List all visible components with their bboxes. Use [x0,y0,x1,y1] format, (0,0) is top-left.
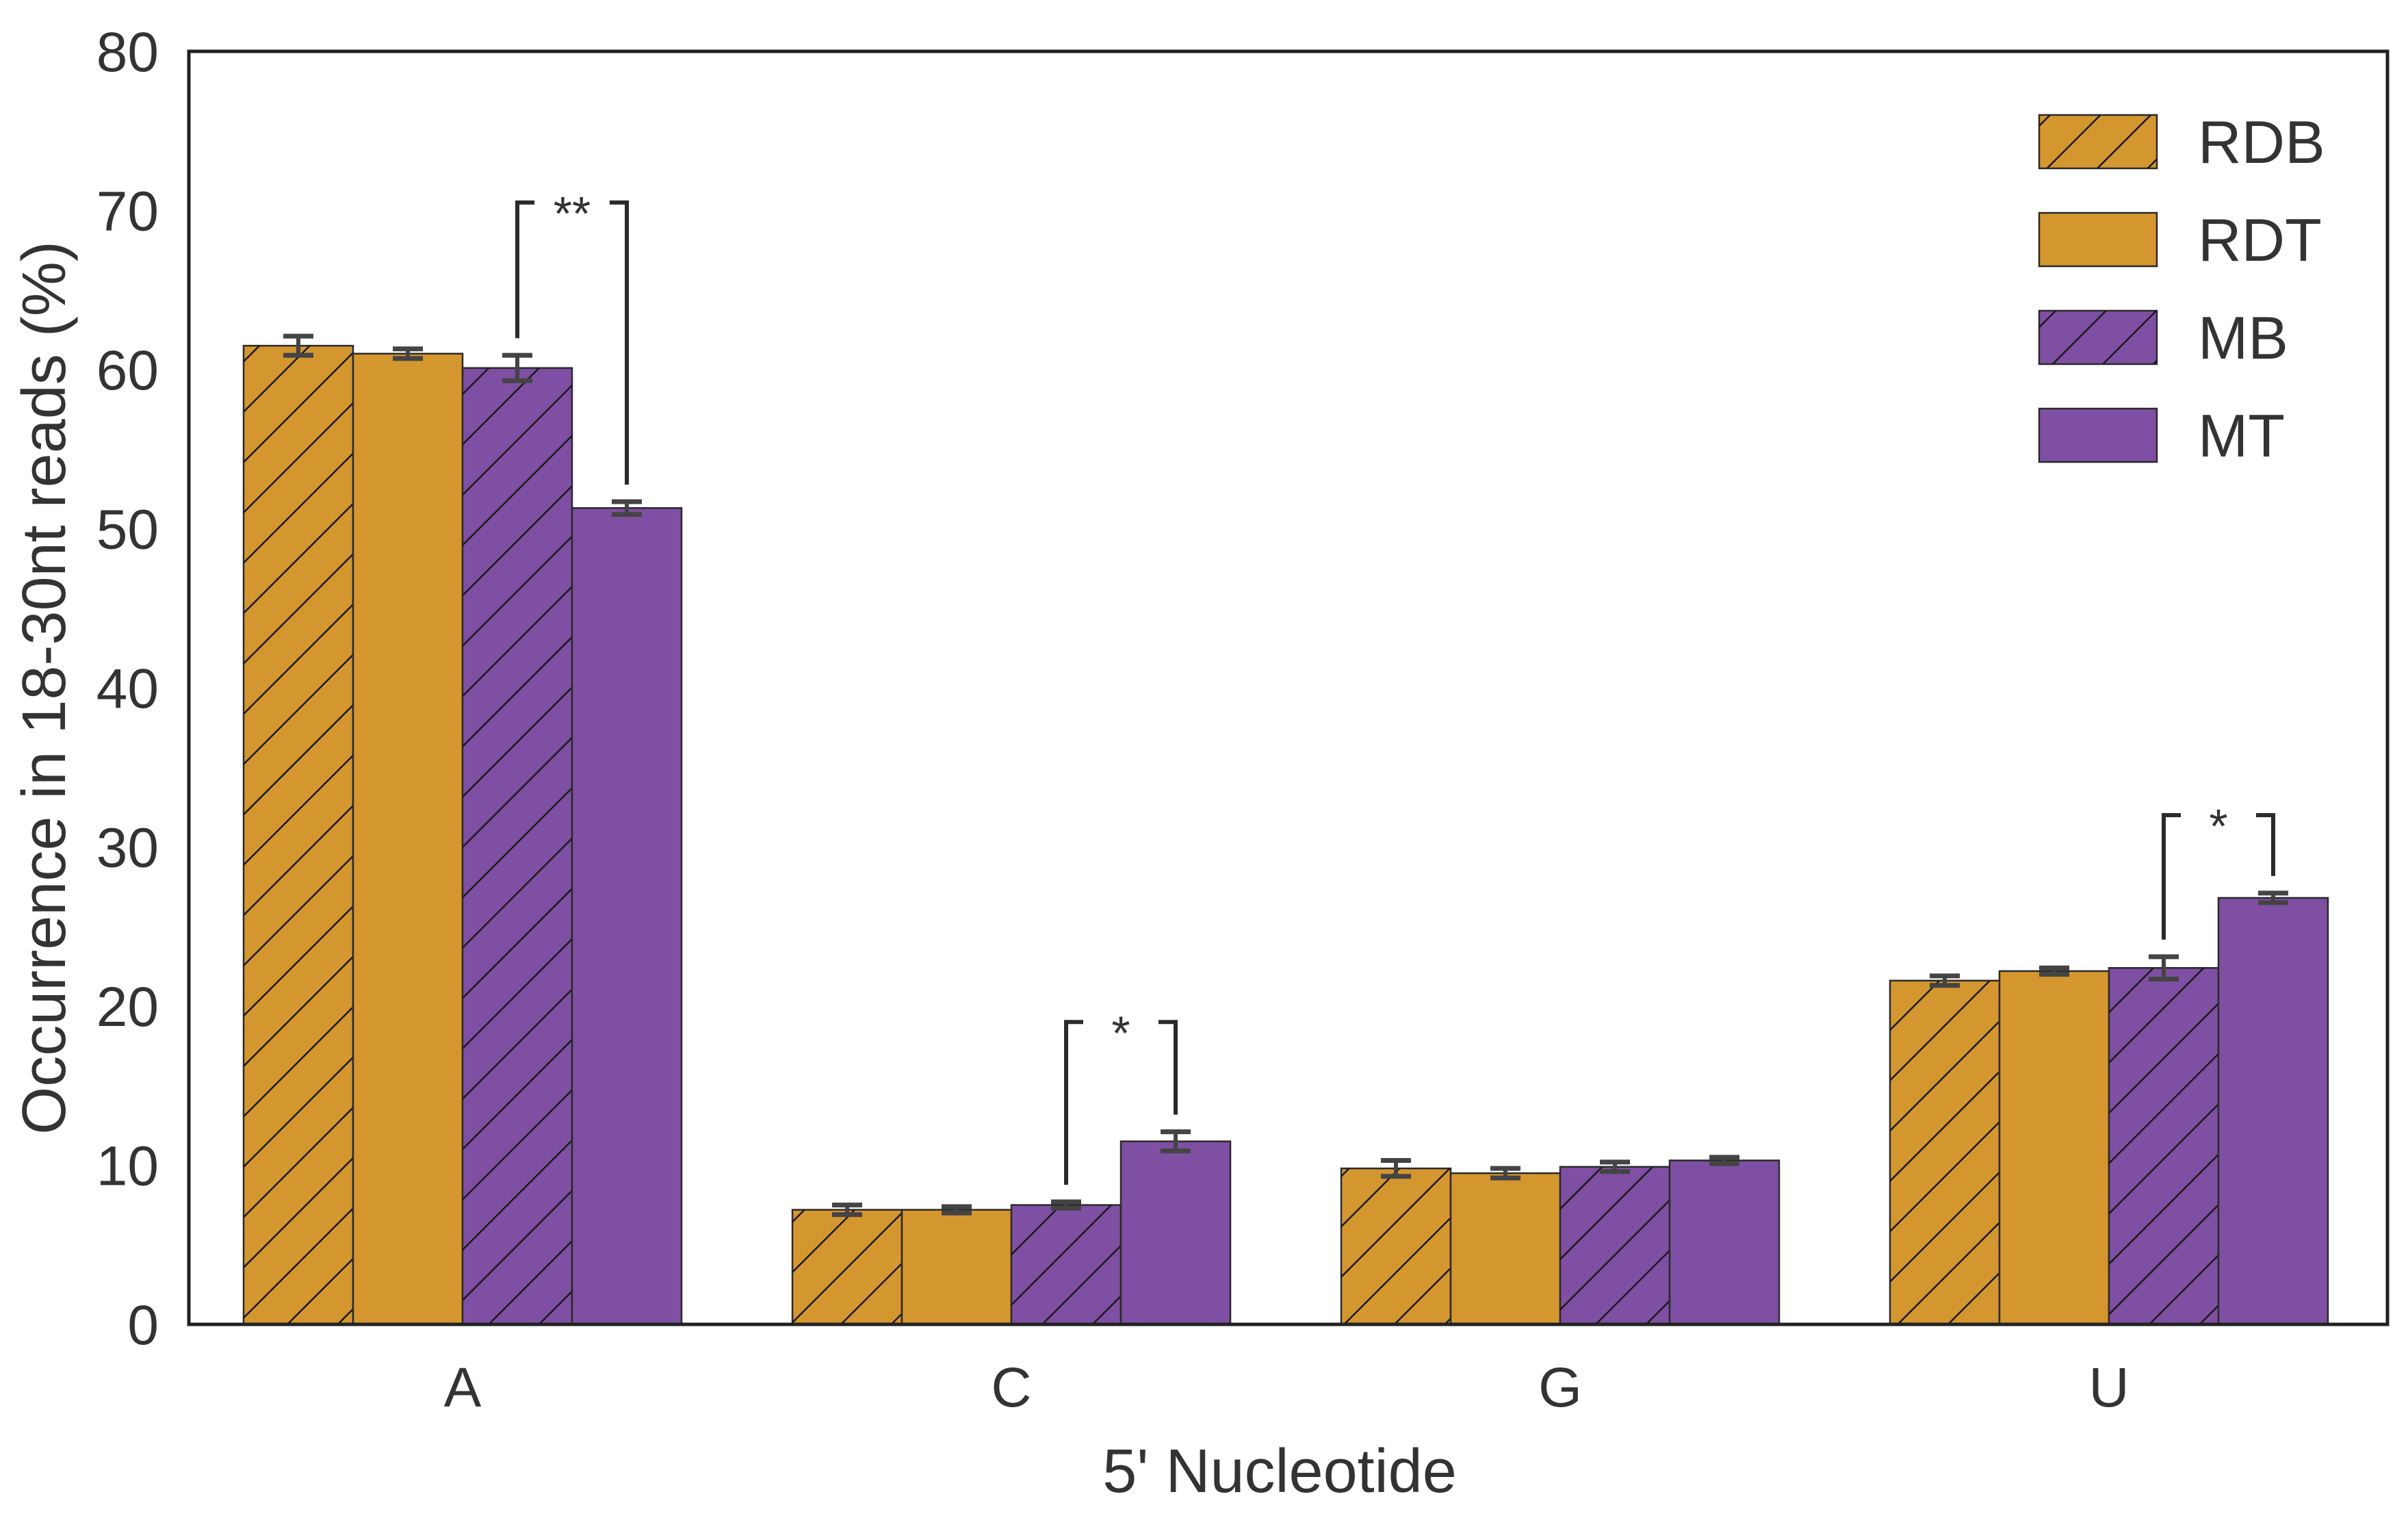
error-bar-mb-c [1051,1199,1081,1211]
legend-swatch-hatch [2039,115,2157,168]
y-tick-label-50: 50 [96,499,159,561]
error-bar-mt-u [2258,890,2288,905]
bar-hatch-rdb-c [792,1209,902,1324]
bar-hatch-mb-a [463,368,572,1324]
bar-mt-a [571,507,683,1326]
x-tick-label-u: U [2088,1357,2129,1419]
bars-layer [242,344,2329,1326]
y-axis-ticks: 0 10 20 30 40 50 60 70 80 [96,21,159,1357]
error-bar-rdt-g [1490,1166,1520,1181]
legend-item-mb: MB [2038,304,2288,372]
legend-swatch-hatch [2039,311,2157,364]
bar-hatch-mb-u [2109,968,2218,1324]
error-bar-rdt-u [2039,965,2069,977]
legend-label: RDT [2198,206,2322,274]
y-tick-label-20: 20 [96,976,159,1038]
error-bar-rdb-g [1381,1158,1411,1179]
error-bar-rdb-a [283,333,313,358]
bracket-left [1064,1020,1083,1185]
error-bar-mb-g [1600,1159,1630,1174]
legend-label: MB [2198,304,2288,372]
legend-item-rdt: RDT [2038,206,2322,274]
x-axis-title: 5' Nucleotide [1102,1437,1457,1506]
error-bars-layer [283,333,2288,1218]
y-tick-label-40: 40 [96,658,159,720]
error-bar-mt-g [1709,1155,1739,1166]
bar-hatch-rdb-a [244,346,353,1324]
bracket-right [2256,813,2275,876]
significance-bracket-c: * [1064,1006,1178,1185]
bar-hatch-mb-c [1011,1205,1121,1324]
bar-rdt-a [352,352,464,1326]
y-tick-label-80: 80 [96,21,159,83]
legend-item-mt: MT [2038,402,2285,470]
y-axis-title: Occurrence in 18-30nt reads (%) [10,241,79,1135]
legend-swatch [2038,407,2158,463]
bar-mt-c [1119,1140,1232,1326]
bar-hatch-mb-g [1560,1166,1670,1324]
error-bar-rdt-c [942,1204,972,1216]
legend-item-rdb: RDB [2038,108,2325,176]
bar-rdt-u [1998,970,2110,1326]
bracket-right [1158,1020,1178,1115]
error-bar-rdt-a [393,346,423,361]
bracket-left [2162,813,2181,940]
significance-label: * [2209,799,2227,853]
x-tick-label-c: C [991,1357,1031,1419]
significance-bracket-u: * [2162,799,2275,940]
plot-frame [187,49,2390,1326]
bracket-left [515,200,534,339]
error-bar-mt-a [612,499,642,517]
y-tick-label-30: 30 [96,817,159,879]
error-bar-rdb-u [1930,973,1960,988]
significance-label: ** [554,187,591,240]
legend-swatch [2038,211,2158,268]
bar-rdt-c [901,1209,1013,1326]
significance-label: * [1111,1006,1130,1059]
legend: RDB RDT MB MT [2038,108,2325,470]
bar-rdt-g [1449,1172,1562,1326]
y-tick-label-70: 70 [96,181,159,243]
y-tick-label-0: 0 [127,1294,159,1357]
bar-mt-g [1668,1159,1781,1326]
legend-label: MT [2198,402,2285,470]
error-bar-rdb-c [832,1203,862,1218]
bracket-right [610,200,629,485]
error-bar-mt-c [1161,1129,1191,1154]
bar-hatch-rdb-g [1341,1168,1451,1324]
x-tick-label-a: A [444,1357,482,1419]
legend-label: RDB [2198,108,2325,176]
significance-annotations: **** [515,187,2275,1185]
x-tick-label-g: G [1538,1357,1582,1419]
error-bar-mb-a [502,352,532,383]
error-bar-mb-u [2149,954,2179,981]
bar-mt-u [2217,897,2329,1326]
bar-hatch-rdb-u [1890,980,1999,1324]
y-tick-label-60: 60 [96,339,159,402]
significance-bracket-a: ** [515,187,629,485]
y-tick-label-10: 10 [96,1135,159,1198]
